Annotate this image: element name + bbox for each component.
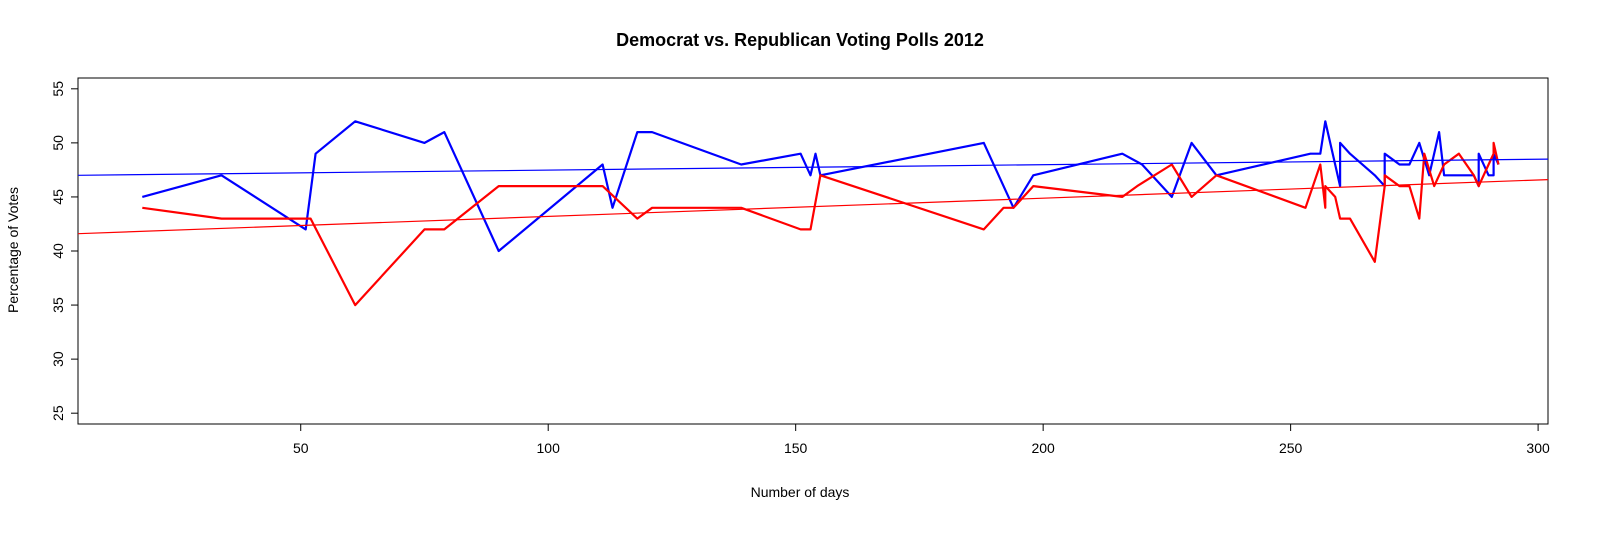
x-tick-label-1: 100 [537, 440, 561, 456]
y-tick-label-6: 55 [50, 81, 66, 97]
x-tick-label-4: 250 [1279, 440, 1303, 456]
y-tick-label-4: 45 [50, 189, 66, 205]
x-axis-label: Number of days [751, 484, 850, 500]
y-tick-label-2: 35 [50, 297, 66, 313]
x-tick-label-5: 300 [1526, 440, 1550, 456]
x-tick-label-2: 150 [784, 440, 808, 456]
y-tick-label-1: 30 [50, 351, 66, 367]
y-tick-label-5: 50 [50, 135, 66, 151]
y-tick-label-0: 25 [50, 405, 66, 421]
trend-line-2 [77, 158, 1549, 176]
chart-title: Democrat vs. Republican Voting Polls 201… [616, 30, 984, 50]
x-tick-label-0: 50 [293, 440, 309, 456]
plot-area: 50 100 150 200 250 300 25 30 35 40 45 50 55 [50, 77, 1550, 456]
trend-line-3 [77, 179, 1549, 235]
series-line-1 [142, 141, 1500, 307]
y-tick-label-3: 40 [50, 243, 66, 259]
x-tick-label-3: 200 [1031, 440, 1055, 456]
series-line-0 [142, 120, 1500, 253]
y-axis-label: Percentage of Votes [5, 187, 21, 313]
